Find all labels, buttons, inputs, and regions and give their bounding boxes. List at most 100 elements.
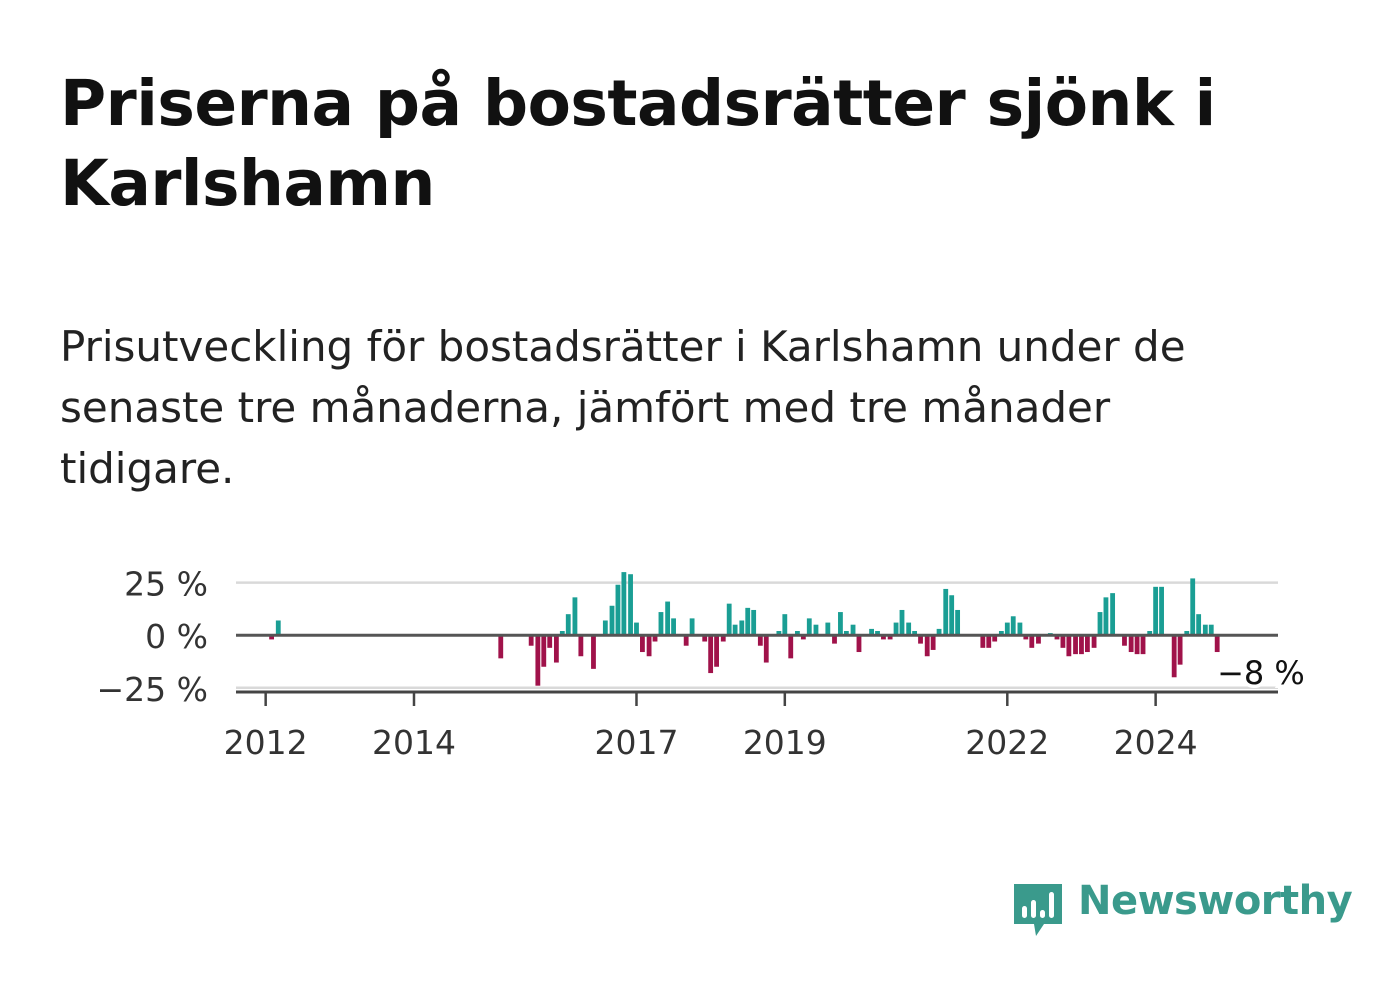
- bar: [856, 635, 862, 653]
- bar: [553, 635, 559, 663]
- y-tick-label: 0 %: [145, 617, 208, 656]
- bar: [869, 628, 874, 636]
- newsworthy-logo: Newsworthy: [1010, 876, 1353, 946]
- bar: [275, 620, 281, 636]
- bar: [535, 635, 541, 686]
- bar: [912, 631, 918, 636]
- bar: [986, 635, 992, 648]
- bar: [621, 572, 627, 636]
- bar: [1208, 624, 1214, 636]
- bar: [739, 620, 745, 636]
- bar: [813, 624, 819, 636]
- bar: [776, 631, 782, 636]
- bar: [1134, 635, 1140, 655]
- bar: [998, 631, 1004, 636]
- bar: [498, 635, 504, 659]
- x-tick-label: 2017: [594, 723, 678, 762]
- bar: [665, 601, 671, 636]
- bar: [714, 635, 719, 667]
- x-tick-label: 2024: [1114, 723, 1198, 762]
- bar: [1214, 635, 1220, 653]
- bar: [269, 635, 275, 640]
- bar: [628, 574, 633, 636]
- bar: [658, 612, 664, 636]
- bar: [1128, 635, 1134, 653]
- bar: [1017, 622, 1023, 636]
- bar: [565, 614, 571, 636]
- labels: 25 % 0 % −25 % 2012 2014 2017 2019 2022 2024 −8 %: [97, 565, 1309, 762]
- bar: [843, 631, 849, 636]
- bar: [1079, 635, 1084, 655]
- bar: [1084, 635, 1090, 653]
- bar: [838, 612, 843, 636]
- bar: [1196, 614, 1202, 636]
- bar: [1029, 635, 1035, 648]
- last-value-annotation: −8 %: [1217, 654, 1305, 692]
- x-tick-label: 2014: [372, 723, 456, 762]
- bar: [1097, 612, 1103, 636]
- bar: [708, 635, 714, 674]
- bar: [763, 635, 769, 663]
- bar: [1010, 616, 1016, 636]
- bar: [1054, 635, 1060, 640]
- bar: [899, 609, 905, 636]
- bar: [936, 628, 942, 636]
- gridlines: [236, 581, 1278, 690]
- bars: [269, 572, 1220, 686]
- bar: [949, 595, 955, 636]
- bar: [652, 635, 658, 642]
- bar: [1147, 631, 1153, 636]
- x-tick-label: 2012: [224, 723, 308, 762]
- bar: [788, 635, 794, 659]
- bar: [578, 635, 584, 657]
- bar: [745, 607, 751, 636]
- chart-subtitle: Prisutveckling för bostadsrätter i Karls…: [60, 322, 1186, 493]
- bar: [726, 603, 732, 636]
- bar: [980, 635, 986, 648]
- bar: [1190, 578, 1196, 636]
- bar: [800, 635, 806, 640]
- bar: [955, 609, 961, 636]
- axes: [236, 633, 1278, 706]
- bar: [782, 614, 788, 636]
- bar: [930, 635, 936, 650]
- bar: [547, 635, 553, 648]
- bar: [1073, 635, 1078, 655]
- bar: [671, 618, 676, 636]
- newsworthy-logo-icon: [1014, 884, 1062, 936]
- bar: [683, 635, 689, 646]
- bar: [732, 624, 738, 636]
- bar: [1110, 593, 1116, 636]
- bar: [572, 597, 578, 636]
- bar: [689, 618, 695, 636]
- bar: [1103, 597, 1109, 636]
- bar: [541, 635, 547, 667]
- bar: [1177, 635, 1183, 665]
- bar-chart: 25 % 0 % −25 % 2012 2014 2017 2019 2022 2024 −8 %: [97, 565, 1309, 762]
- bar: [924, 635, 930, 657]
- bar: [609, 605, 615, 636]
- bar: [992, 635, 998, 642]
- bar: [1202, 624, 1208, 636]
- bar: [591, 635, 596, 669]
- x-tick-label: 2022: [965, 723, 1049, 762]
- bar: [640, 635, 645, 653]
- bar: [1171, 635, 1177, 678]
- bar: [1091, 635, 1097, 648]
- bar: [634, 622, 639, 636]
- y-tick-label: 25 %: [124, 565, 208, 604]
- bar: [806, 618, 812, 636]
- bar: [528, 635, 534, 646]
- bar: [602, 620, 608, 636]
- bar: [893, 622, 899, 636]
- bar: [943, 588, 949, 636]
- bar: [1140, 635, 1146, 655]
- bar: [751, 609, 757, 636]
- bar: [881, 635, 886, 640]
- chart-title: Priserna på bostadsrätter sjönk i Karlsh…: [60, 67, 1216, 220]
- bar: [918, 635, 923, 644]
- bar: [1023, 635, 1029, 640]
- bar: [850, 624, 856, 636]
- bar: [1184, 631, 1190, 636]
- bar: [825, 622, 831, 636]
